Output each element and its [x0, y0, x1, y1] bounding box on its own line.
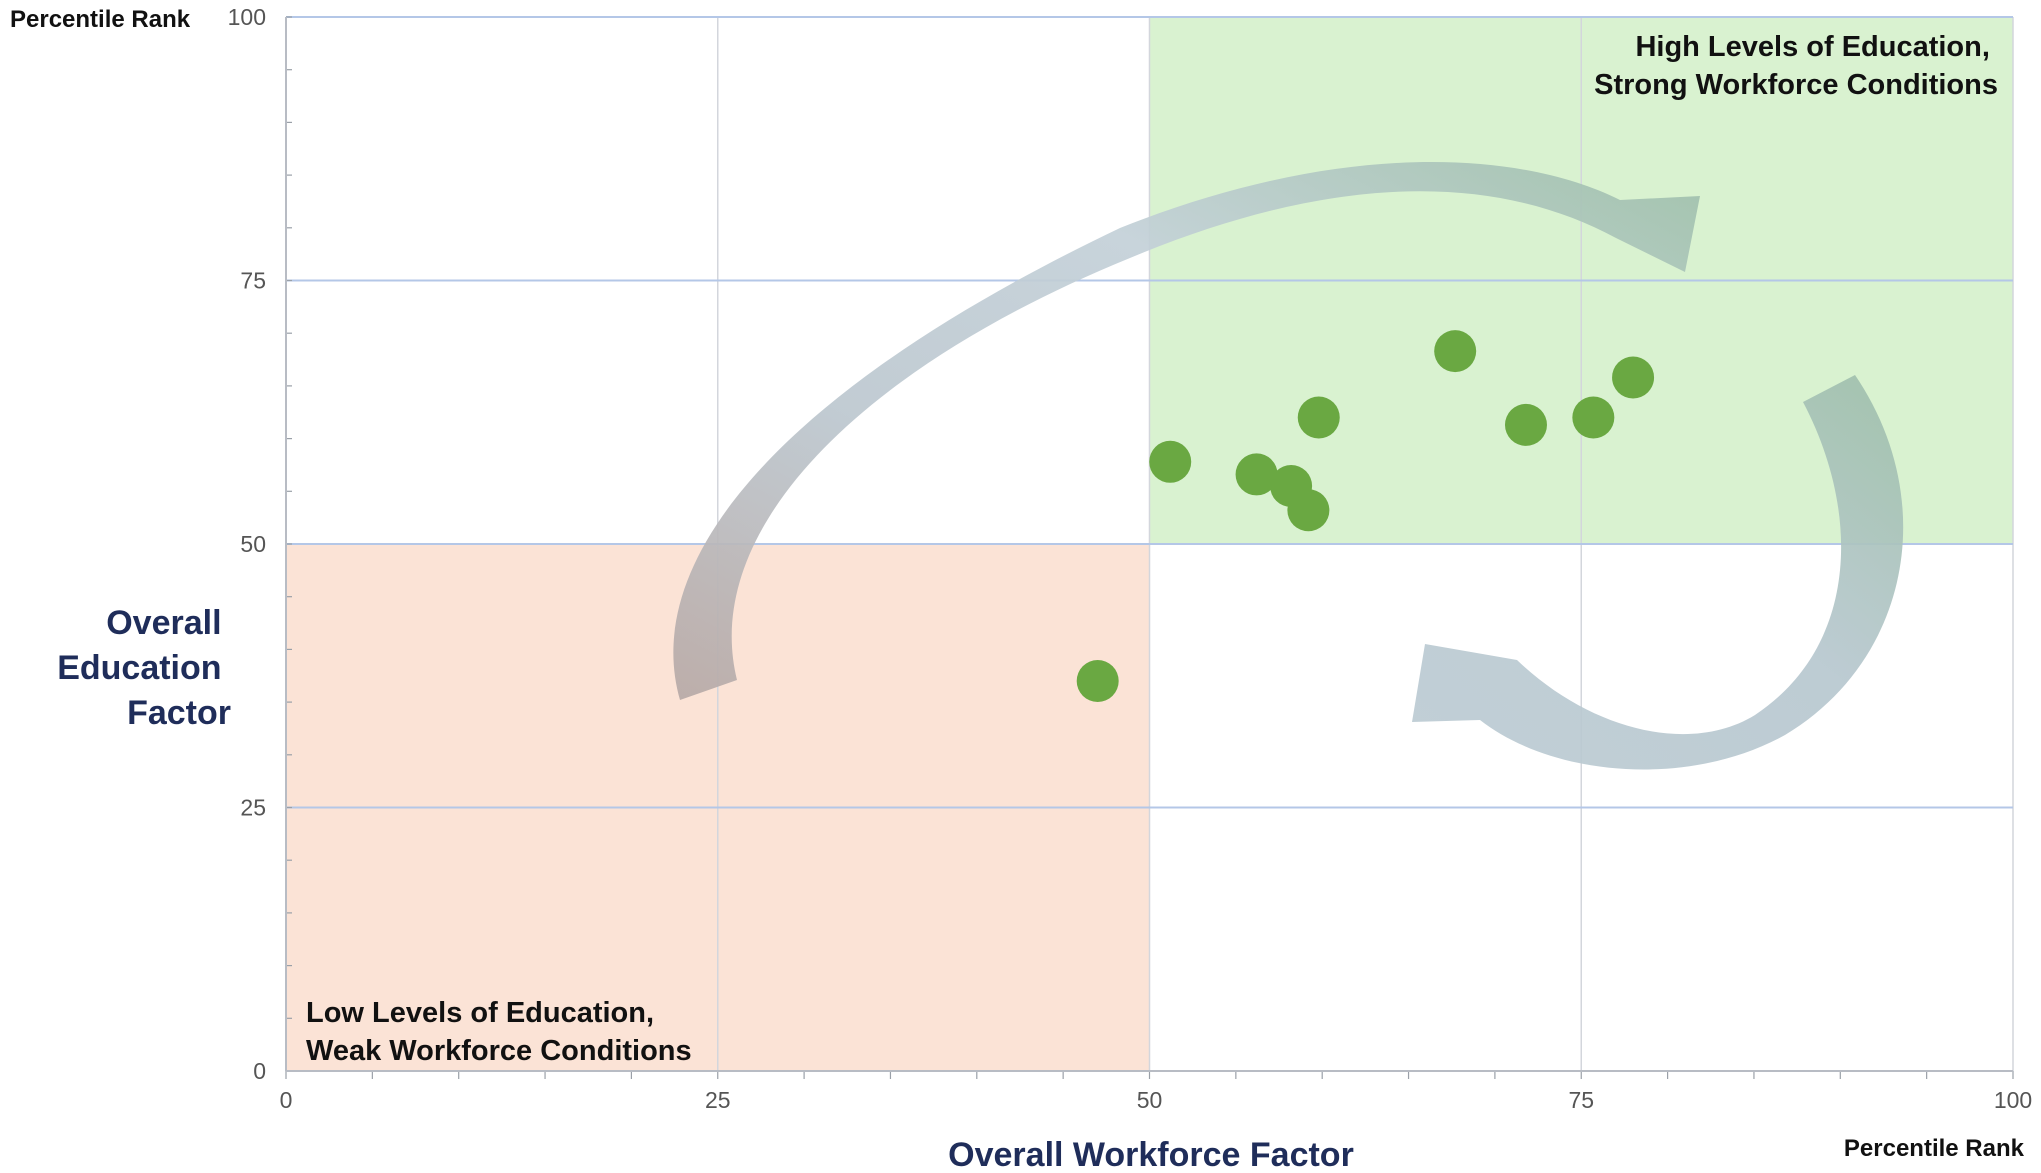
- data-point: [1434, 330, 1477, 373]
- axis-lines: [285, 17, 2013, 1072]
- y-axis-unit-label: Percentile Rank: [10, 6, 191, 33]
- quadrant-label-high-line: High Levels of Education,: [1635, 31, 1990, 63]
- cycle-arrow-small: [1412, 375, 1904, 770]
- quadrant-label-high-line: Strong Workforce Conditions: [1594, 69, 1998, 101]
- data-point: [1297, 396, 1340, 439]
- quadrant-label-low: Low Levels of Education, Weak Workforce …: [306, 997, 692, 1067]
- y-axis-title-line: Factor: [127, 694, 231, 732]
- x-tick-label: 75: [1568, 1087, 1594, 1113]
- y-tick-label: 25: [240, 795, 266, 821]
- x-axis-title: Overall Workforce Factor: [948, 1136, 1354, 1173]
- y-axis-title-line: Overall: [106, 604, 221, 642]
- x-tick-label: 25: [705, 1087, 731, 1113]
- y-axis-title-line: Education: [57, 649, 221, 687]
- data-point: [1572, 396, 1615, 439]
- y-tick-label: 100: [228, 4, 266, 30]
- data-point: [1235, 453, 1278, 496]
- data-point: [1612, 356, 1655, 399]
- data-point: [1504, 403, 1547, 446]
- x-tick-labels: 0 25 50 75 100: [280, 1087, 2033, 1113]
- y-tick-label: 0: [253, 1058, 266, 1084]
- x-tick-label: 0: [280, 1087, 293, 1113]
- y-tick-label: 50: [240, 531, 266, 557]
- quadrant-label-low-line: Weak Workforce Conditions: [306, 1035, 692, 1067]
- data-point: [1076, 660, 1119, 703]
- data-point: [1149, 440, 1192, 483]
- x-tick-label: 100: [1994, 1087, 2032, 1113]
- y-tick-labels: 0 25 50 75 100: [228, 4, 266, 1084]
- y-axis-title: Overall Education Factor: [57, 604, 231, 732]
- cycle-arrow-large: [673, 162, 1700, 700]
- x-axis-unit-label: Percentile Rank: [1844, 1135, 2025, 1162]
- y-tick-label: 75: [240, 268, 266, 294]
- data-points: [1076, 330, 1655, 703]
- quadrant-label-low-line: Low Levels of Education,: [306, 997, 654, 1029]
- x-tick-label: 50: [1137, 1087, 1163, 1113]
- data-point: [1287, 489, 1330, 532]
- quadrant-label-high: High Levels of Education, Strong Workfor…: [1594, 31, 1998, 101]
